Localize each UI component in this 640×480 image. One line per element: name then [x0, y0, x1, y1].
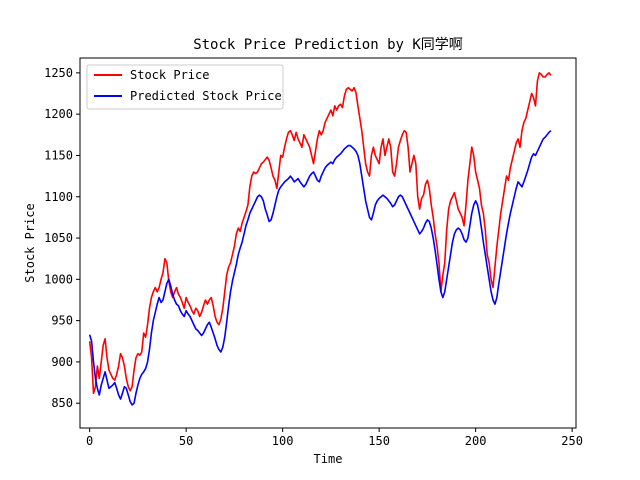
legend-box — [86, 64, 284, 110]
x-axis-label: Time — [314, 452, 343, 466]
x-axis: 0 50 100 150 200 250 — [86, 428, 583, 448]
x-tick-label: 50 — [179, 434, 193, 448]
y-tick-label: 900 — [51, 355, 73, 369]
series-line-predicted-stock-price — [88, 130, 552, 406]
plot-frame — [79, 57, 577, 429]
series-layer — [88, 72, 552, 406]
x-tick-label: 250 — [561, 434, 583, 448]
y-axis: 850 900 950 1000 1050 1100 1150 1200 1250 — [44, 66, 80, 410]
y-tick-label: 1150 — [44, 148, 73, 162]
y-tick-label: 1100 — [44, 190, 73, 204]
x-tick-label: 100 — [272, 434, 294, 448]
y-tick-label: 1200 — [44, 107, 73, 121]
legend-label-predicted-stock-price: Predicted Stock Price — [130, 89, 282, 103]
x-tick-label: 200 — [465, 434, 487, 448]
y-axis-label: Stock Price — [23, 203, 37, 282]
x-tick-label: 150 — [368, 434, 390, 448]
y-tick-label: 1250 — [44, 66, 73, 80]
legend: Stock Price Predicted Stock Price — [86, 64, 284, 110]
y-tick-label: 1050 — [44, 231, 73, 245]
x-tick-label: 0 — [86, 434, 93, 448]
legend-label-stock-price: Stock Price — [130, 68, 209, 82]
y-tick-label: 950 — [51, 314, 73, 328]
y-tick-label: 850 — [51, 396, 73, 410]
series-line-stock-price — [88, 72, 552, 395]
chart-title: Stock Price Prediction by K同学啊 — [193, 37, 463, 53]
y-tick-label: 1000 — [44, 272, 73, 286]
